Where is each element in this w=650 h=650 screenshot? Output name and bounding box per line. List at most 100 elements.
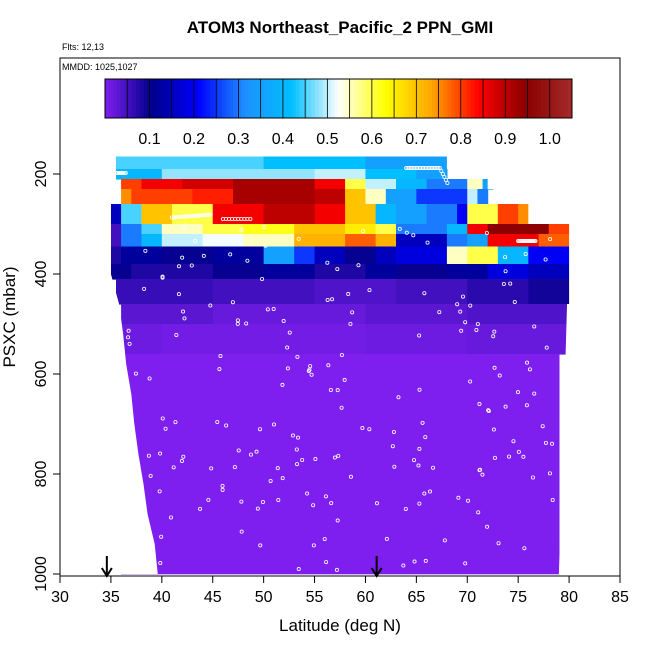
heatmap-cell-11-3	[467, 324, 570, 355]
track-point-252	[411, 233, 416, 238]
heatmap-cell-4-9	[396, 204, 428, 225]
x-tick-label-3: 45	[204, 589, 222, 606]
track-point-198	[323, 494, 328, 499]
mask-right	[446, 156, 620, 574]
heatmap-cell-3-6	[365, 189, 387, 205]
track-point-224	[173, 420, 178, 425]
colorbar-segment-38	[252, 79, 258, 118]
track-point-139	[492, 329, 497, 334]
heatmap-cells	[110, 156, 570, 575]
plot-frame	[59, 57, 621, 577]
colorbar-segment-8	[136, 79, 141, 118]
heatmap-cell-2-2	[182, 179, 234, 190]
track-point-20	[192, 213, 197, 218]
colorbar-tick-label-2: 0.3	[227, 131, 249, 148]
colorbar-segment-15	[163, 79, 168, 118]
heatmap-cell-8-8	[487, 264, 529, 280]
track-point-266	[158, 451, 163, 456]
colorbar-segment-61	[342, 79, 347, 118]
track-point-2	[116, 170, 121, 175]
colorbar-segment-27	[210, 79, 215, 118]
heatmap-cell-4-12	[467, 204, 499, 225]
track-point-91	[206, 497, 211, 502]
track-point-141	[308, 364, 313, 369]
track-point-137	[228, 252, 233, 257]
heatmap-cell-7-2	[161, 246, 214, 265]
track-point-147	[350, 310, 355, 315]
heatmap-cell-7-9	[396, 246, 448, 265]
track-point-120	[486, 409, 491, 414]
heatmap-cell-7-13	[528, 246, 570, 265]
track-point-27	[206, 212, 211, 217]
colorbar-segment-25	[202, 79, 207, 118]
colorbar-segment-72	[385, 79, 390, 118]
heatmap-cell-5-2	[141, 224, 163, 235]
heatmap-cell-5-12	[487, 224, 550, 235]
track-point-262	[492, 365, 497, 370]
track-point-213	[209, 466, 214, 471]
track-point-63	[440, 171, 445, 176]
track-point-247	[401, 563, 406, 568]
colorbar-segment-105	[513, 79, 519, 118]
track-point-166	[176, 264, 181, 269]
track-point-113	[527, 367, 532, 372]
colorbar-segment-42	[268, 79, 273, 118]
colorbar-segment-36	[245, 79, 250, 118]
x-tick-label-5: 55	[306, 589, 324, 606]
heatmap-cell-5-6	[294, 224, 346, 235]
x-tick-label-10: 80	[560, 589, 578, 606]
heatmap-cell-8-3	[263, 264, 316, 280]
track-point-87	[412, 458, 417, 463]
track-point-249	[276, 497, 281, 502]
track-point-121	[423, 435, 428, 440]
track-point-88	[501, 282, 506, 287]
track-point-112	[295, 354, 300, 359]
colorbar-segment-70	[377, 79, 382, 118]
heatmap-cell-8-4	[314, 264, 367, 280]
colorbar-segment-103	[505, 79, 511, 118]
track-point-269	[245, 258, 250, 263]
x-axis-label: Latitude (deg N)	[279, 616, 401, 635]
colorbar-segment-11	[147, 79, 153, 118]
track-point-110	[295, 462, 300, 467]
colorbar-segment-6	[128, 79, 133, 118]
colorbar-segment-24	[198, 79, 203, 118]
track-point-176	[474, 327, 479, 332]
track-point-11	[174, 215, 179, 220]
x-tick-label-0: 30	[51, 589, 69, 606]
heatmap-cell-3-9	[467, 189, 479, 205]
colorbar-segment-5	[124, 79, 129, 118]
colorbar-segment-119	[568, 79, 573, 118]
track-point-138	[468, 379, 473, 384]
track-point-240	[193, 238, 198, 243]
track-point-98	[496, 541, 501, 546]
track-point-105	[497, 373, 502, 378]
track-point-230	[548, 237, 553, 242]
track-point-24	[200, 213, 205, 218]
track-point-140	[468, 303, 473, 308]
track-point-143	[477, 468, 482, 473]
colorbar-segment-111	[536, 79, 542, 118]
colorbar-segment-65	[357, 79, 363, 118]
track-point-8	[123, 170, 128, 175]
heatmap-cell-7-11	[467, 246, 499, 265]
heatmap-cell-8-0	[110, 264, 132, 280]
colorbar-segment-75	[396, 79, 402, 118]
track-point-123	[342, 377, 347, 382]
track-point-132	[334, 567, 339, 572]
colorbar-segment-67	[365, 79, 371, 118]
heatmap-cell-8-5	[365, 264, 397, 280]
heatmap-cell-7-1	[121, 246, 163, 265]
track-point-115	[181, 309, 186, 314]
colorbar-segment-1	[108, 79, 114, 118]
colorbar-segment-23	[194, 79, 199, 118]
track-point-152	[215, 419, 220, 424]
track-point-181	[157, 489, 162, 494]
heatmap-cell-3-3	[233, 189, 316, 205]
colorbar-segment-41	[264, 79, 269, 118]
heatmap-cell-4-11	[457, 204, 468, 225]
colorbar-segment-96	[478, 79, 483, 118]
heatmap-cell-6-4	[202, 234, 244, 248]
colorbar-segment-88	[447, 79, 452, 118]
colorbar-segment-44	[276, 79, 281, 118]
